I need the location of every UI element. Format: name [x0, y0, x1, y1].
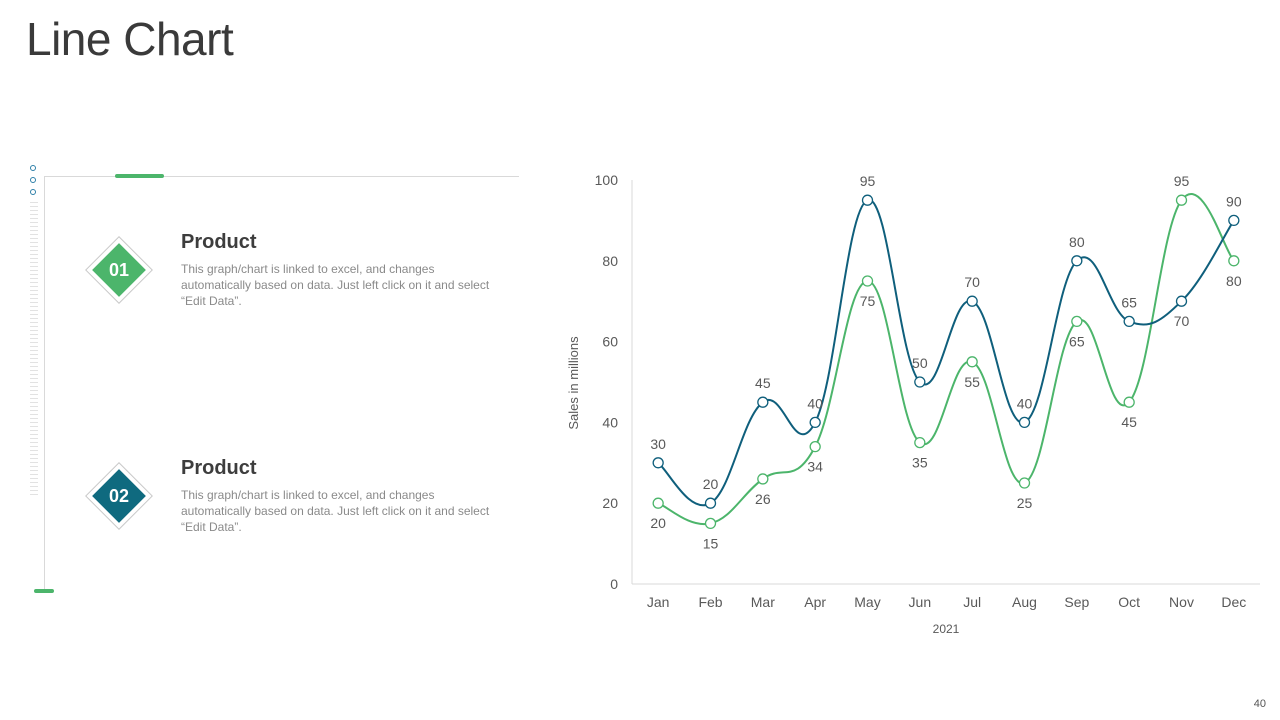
slide-number: 40 [1253, 698, 1266, 710]
frame-accent-bottom [34, 589, 54, 593]
series-2-point [914, 436, 926, 449]
series-2-data-label: 45 [1121, 414, 1137, 430]
y-tick-label: 80 [602, 253, 618, 269]
series-2-data-label: 15 [703, 535, 719, 551]
item-02-description: This graph/chart is linked to excel, and… [181, 488, 490, 534]
series-1-point [1228, 214, 1240, 227]
x-tick-label: Dec [1221, 594, 1246, 610]
series-2-point [809, 440, 821, 453]
series-2-data-label: 34 [807, 459, 823, 475]
series-line-1 [657, 199, 1235, 507]
series-1-data-label: 90 [1226, 193, 1242, 209]
series-2-point [1175, 194, 1188, 206]
page-title: Line Chart [26, 13, 234, 65]
item-02-title: Product [181, 457, 257, 479]
series-2-data-label: 35 [912, 455, 928, 471]
series-1-data-label: 20 [703, 476, 719, 492]
x-tick-label: Apr [804, 594, 826, 610]
x-tick-label: Aug [1012, 594, 1037, 610]
frame-accent-top [115, 174, 164, 178]
series-1-data-label: 50 [912, 355, 928, 371]
item-01-title: Product [181, 231, 257, 253]
series-2-data-label: 80 [1226, 273, 1242, 289]
x-tick-label: May [854, 594, 880, 610]
series-2-data-label: 75 [860, 293, 876, 309]
x-tick-label: Jun [909, 594, 932, 610]
x-tick-label: Oct [1118, 594, 1140, 610]
series-1-data-label: 70 [964, 274, 980, 290]
x-tick-label: Jul [963, 594, 981, 610]
series-2-point [652, 497, 664, 509]
decorative-dots [30, 165, 38, 201]
series-1-point [1071, 255, 1083, 267]
item-01-number: 01 [108, 260, 130, 280]
series-2-data-label: 55 [964, 374, 980, 390]
series-2-point [757, 473, 769, 485]
series-1-point [652, 457, 664, 469]
x-tick-label: Feb [698, 594, 722, 610]
series-2-point [1123, 396, 1135, 408]
series-2-point [1228, 255, 1240, 267]
series-line-2 [657, 193, 1235, 526]
x-axis-title: 2021 [933, 622, 960, 636]
series-2-point [704, 517, 717, 530]
series-2-data-label: 95 [1174, 173, 1190, 189]
series-2-point [1018, 477, 1031, 489]
series-1-data-label: 40 [1017, 395, 1033, 411]
series-1-point [1175, 295, 1188, 307]
item-01-badge: 01 [85, 236, 153, 304]
series-1-data-label: 65 [1121, 294, 1137, 310]
x-tick-label: Jan [647, 594, 670, 610]
series-1-point [704, 497, 717, 509]
series-2-point [1071, 315, 1083, 328]
y-tick-label: 40 [602, 414, 618, 430]
y-axis-title: Sales in millions [566, 336, 581, 430]
series-1-point [914, 376, 926, 388]
series-2-data-label: 65 [1069, 333, 1085, 349]
item-02-number: 02 [108, 486, 130, 506]
series-1-point [757, 396, 769, 408]
decorative-ticks [30, 202, 38, 496]
series-1-point [966, 295, 978, 307]
series-2-data-label: 25 [1017, 495, 1033, 511]
series-1-data-label: 95 [860, 173, 876, 189]
series-1-point [809, 416, 821, 429]
item-02-badge: 02 [85, 462, 153, 530]
series-2-data-label: 20 [650, 515, 666, 531]
series-1-data-label: 80 [1069, 234, 1085, 250]
series-1-point [1123, 315, 1135, 328]
y-tick-label: 60 [602, 334, 618, 350]
x-tick-label: Sep [1064, 594, 1089, 610]
frame-top-line [44, 176, 519, 177]
frame-left-line [44, 176, 45, 590]
series-2-point [861, 275, 874, 287]
series-1-data-label: 30 [650, 436, 666, 452]
y-tick-label: 0 [610, 576, 618, 592]
y-tick-label: 100 [595, 172, 619, 188]
series-1-data-label: 70 [1174, 313, 1190, 329]
series-1-point [1018, 416, 1031, 429]
x-tick-label: Nov [1169, 594, 1194, 610]
series-2-point [966, 356, 978, 368]
x-tick-label: Mar [751, 594, 775, 610]
item-01-description: This graph/chart is linked to excel, and… [181, 262, 490, 308]
series-2-data-label: 26 [755, 491, 771, 507]
y-tick-label: 20 [602, 495, 618, 511]
series-1-data-label: 45 [755, 375, 771, 391]
series-1-data-label: 40 [807, 395, 823, 411]
series-1-point [861, 194, 874, 206]
